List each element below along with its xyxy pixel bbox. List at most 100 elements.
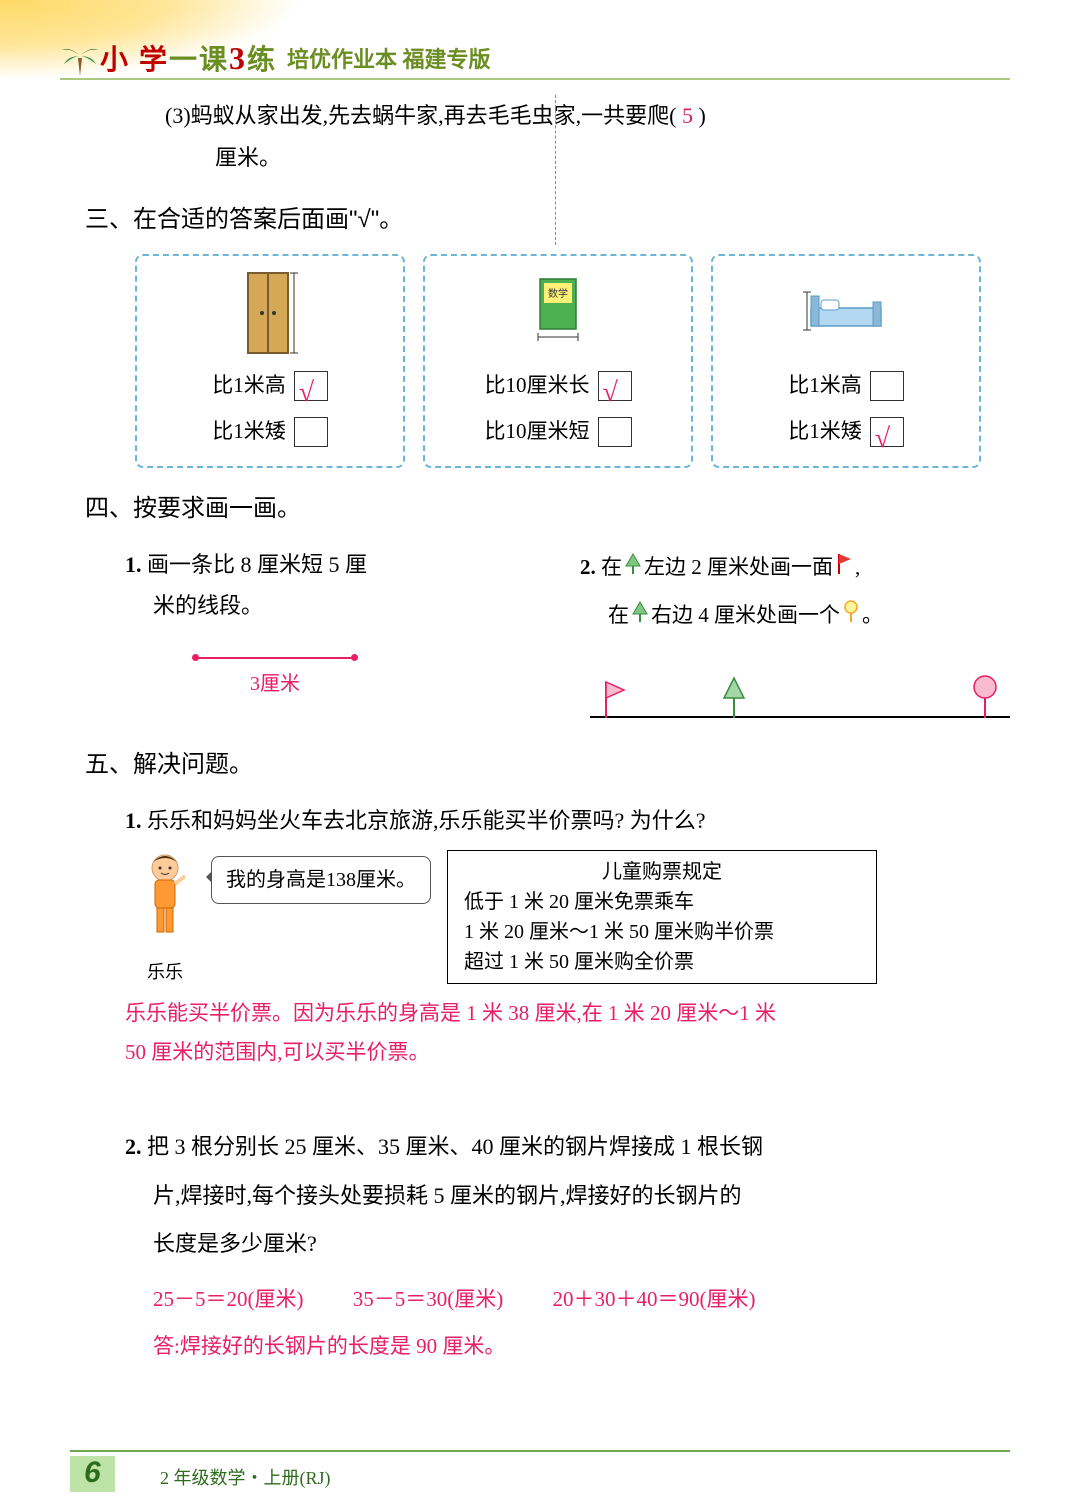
q5-2-l2: 片,焊接时,每个接头处要损耗 5 厘米的钢片,焊接好的长钢片的 bbox=[125, 1172, 995, 1220]
section5-q2: 2. 把 3 根分别长 25 厘米、35 厘米、40 厘米的钢片焊接成 1 根长… bbox=[85, 1123, 995, 1366]
section5-heading: 五、解决问题。 bbox=[85, 742, 995, 788]
flag-marker bbox=[600, 674, 628, 718]
title-red: 小 学 bbox=[100, 45, 169, 76]
rule-3: 超过 1 米 50 厘米购全价票 bbox=[464, 947, 860, 977]
q5-1-row: 乐乐 我的身高是138厘米。 儿童购票规定 低于 1 米 20 厘米免票乘车 1… bbox=[135, 850, 995, 990]
section4-q1: 1. 画一条比 8 厘米短 5 厘 米的线段。 3厘米 bbox=[85, 544, 540, 719]
eq3: 20＋30＋40＝90(厘米) bbox=[553, 1287, 756, 1311]
section5-q1: 1. 乐乐和妈妈坐火车去北京旅游,乐乐能买半价票吗? 为什么? 乐乐 我的身高是… bbox=[85, 800, 995, 1074]
lele-name: 乐乐 bbox=[135, 955, 195, 989]
tree-marker bbox=[720, 674, 748, 718]
rule-2: 1 米 20 厘米～1 米 50 厘米购半价票 bbox=[464, 917, 860, 947]
header-underline bbox=[60, 78, 1010, 80]
title-main: 小 学一课3练 bbox=[100, 38, 277, 78]
q3-num: (3) bbox=[165, 103, 191, 128]
box1-opt1: 比1米高 √ bbox=[147, 366, 393, 406]
title-green1: 一课 bbox=[169, 45, 229, 76]
q4-1-texta: 画一条比 8 厘米短 5 厘 bbox=[147, 552, 367, 577]
box3-opt1: 比1米高 bbox=[723, 366, 969, 406]
q5-2-l3: 长度是多少厘米? bbox=[125, 1220, 995, 1268]
box3-check1[interactable] bbox=[870, 371, 904, 401]
q5-2-num: 2. bbox=[125, 1134, 142, 1159]
title-num: 3 bbox=[229, 40, 247, 76]
choice-box-3: 比1米高 比1米矮 √ bbox=[711, 254, 981, 468]
tree-icon bbox=[624, 546, 642, 592]
checkmark-icon: √ bbox=[299, 366, 314, 419]
page-number: 6 bbox=[70, 1456, 115, 1492]
q4-1-textb: 米的线段。 bbox=[125, 585, 540, 627]
header-bar: 小 学一课3练 培优作业本 福建专版 bbox=[60, 40, 491, 76]
q5-1-num: 1. bbox=[125, 808, 142, 833]
child-icon bbox=[135, 850, 195, 940]
box2-check2[interactable] bbox=[598, 417, 632, 447]
box2-opt2-label: 比10厘米短 bbox=[485, 412, 590, 452]
q3-answer: 5 bbox=[676, 103, 698, 128]
ls-dot-right bbox=[351, 654, 358, 661]
box3-opt2: 比1米矮 √ bbox=[723, 412, 969, 452]
lele-figure: 乐乐 bbox=[135, 850, 195, 990]
ls-line bbox=[195, 657, 355, 659]
q5-2-equations: 25－5＝20(厘米) 35－5＝30(厘米) 20＋30＋40＝90(厘米) bbox=[153, 1276, 995, 1322]
question-3: (3)蚂蚁从家出发,先去蜗牛家,再去毛毛虫家,一共要爬( 5 ) bbox=[85, 95, 995, 137]
checkmark-icon: √ bbox=[603, 366, 618, 419]
q3-line2: 厘米。 bbox=[85, 137, 995, 179]
section3-heading: 三、在合适的答案后面画"√"。 bbox=[85, 197, 995, 243]
section4-q2: 2. 在左边 2 厘米处画一面, 在右边 4 厘米处画一个。 bbox=[540, 544, 995, 719]
box1-opt2-label: 比1米矮 bbox=[212, 412, 286, 452]
choice-box-1: 比1米高 √ 比1米矮 bbox=[135, 254, 405, 468]
q4-2-l1a: 在 bbox=[601, 555, 622, 579]
q5-1-question: 乐乐和妈妈坐火车去北京旅游,乐乐能买半价票吗? 为什么? bbox=[147, 808, 706, 833]
q4-2-l2b: 右边 4 厘米处画一个 bbox=[651, 603, 840, 627]
box2-check1[interactable]: √ bbox=[598, 371, 632, 401]
number-line bbox=[590, 658, 1010, 718]
rule-1: 低于 1 米 20 厘米免票乘车 bbox=[464, 887, 860, 917]
q4-2-l1b: 左边 2 厘米处画一面 bbox=[644, 555, 833, 579]
footer: 6 2 年级数学・上册(RJ) bbox=[0, 1450, 1070, 1500]
title-green2: 练 bbox=[247, 45, 277, 76]
box1-opt1-label: 比1米高 bbox=[212, 366, 286, 406]
circle-icon bbox=[842, 594, 860, 640]
q4-2-l2a: 在 bbox=[608, 603, 629, 627]
box3-check2[interactable]: √ bbox=[870, 417, 904, 447]
q4-2-num: 2. bbox=[580, 555, 596, 579]
box1-check1[interactable]: √ bbox=[294, 371, 328, 401]
footer-line bbox=[70, 1450, 1010, 1452]
q5-1-answer: 乐乐能买半价票。因为乐乐的身高是 1 米 38 厘米,在 1 米 20 厘米～1… bbox=[125, 994, 995, 1074]
box1-check2[interactable] bbox=[294, 417, 328, 447]
box1-opt2: 比1米矮 bbox=[147, 412, 393, 452]
rules-box: 儿童购票规定 低于 1 米 20 厘米免票乘车 1 米 20 厘米～1 米 50… bbox=[447, 850, 877, 984]
box3-opt2-label: 比1米矮 bbox=[788, 412, 862, 452]
q4-2-l1c: , bbox=[855, 555, 860, 579]
nl-baseline bbox=[590, 716, 1010, 718]
q3-text-a: 蚂蚁从家出发,先去蜗牛家,再去毛毛虫家,一共要爬( bbox=[191, 103, 677, 128]
box3-opt1-label: 比1米高 bbox=[788, 366, 862, 406]
ls-dot-left bbox=[192, 654, 199, 661]
section4-heading: 四、按要求画一画。 bbox=[85, 486, 995, 532]
book-icon: 数学 bbox=[435, 268, 681, 358]
q5-1-ans-l2: 50 厘米的范围内,可以买半价票。 bbox=[125, 1033, 995, 1073]
svg-text:数学: 数学 bbox=[548, 287, 568, 300]
eq2: 35－5＝30(厘米) bbox=[353, 1287, 504, 1311]
q4-1-num: 1. bbox=[125, 552, 142, 577]
q4-2-l2c: 。 bbox=[862, 603, 883, 627]
flag-icon bbox=[835, 546, 853, 592]
tree-icon bbox=[631, 594, 649, 640]
section3-boxes: 比1米高 √ 比1米矮 数学 比10厘米长 bbox=[135, 254, 995, 468]
box2-opt2: 比10厘米短 bbox=[435, 412, 681, 452]
section4-row: 1. 画一条比 8 厘米短 5 厘 米的线段。 3厘米 2. 在左边 2 厘米处… bbox=[85, 544, 995, 719]
choice-box-2: 数学 比10厘米长 √ 比10厘米短 bbox=[423, 254, 693, 468]
palm-tree-icon bbox=[60, 38, 100, 78]
ls-label: 3厘米 bbox=[195, 665, 355, 703]
box2-opt1-label: 比10厘米长 bbox=[485, 366, 590, 406]
q5-2-l1: 把 3 根分别长 25 厘米、35 厘米、40 厘米的钢片焊接成 1 根长钢 bbox=[147, 1134, 763, 1159]
rules-title: 儿童购票规定 bbox=[464, 857, 860, 887]
footer-text: 2 年级数学・上册(RJ) bbox=[160, 1464, 331, 1490]
q3-text-b: ) bbox=[698, 103, 705, 128]
eq1: 25－5＝20(厘米) bbox=[153, 1287, 304, 1311]
q5-1-ans-l1: 乐乐能买半价票。因为乐乐的身高是 1 米 38 厘米,在 1 米 20 厘米～1… bbox=[125, 994, 995, 1034]
bed-icon bbox=[723, 268, 969, 358]
line-segment-answer: 3厘米 bbox=[195, 657, 355, 703]
door-icon bbox=[147, 268, 393, 358]
circle-marker bbox=[970, 674, 1000, 718]
box2-opt1: 比10厘米长 √ bbox=[435, 366, 681, 406]
